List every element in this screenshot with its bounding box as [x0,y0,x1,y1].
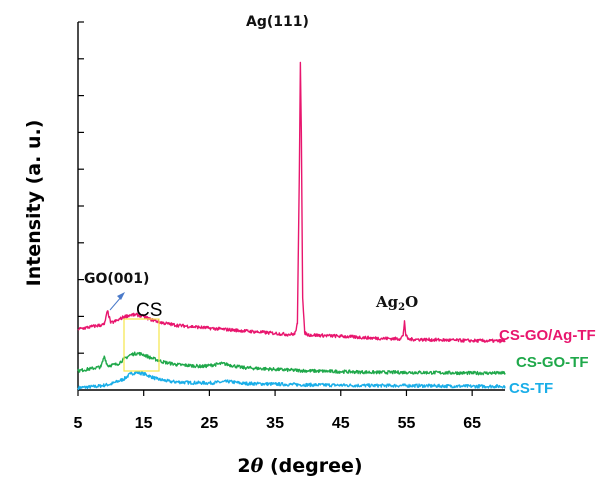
series-line-0 [77,370,506,391]
x-tick-label: 55 [398,415,416,432]
x-tick-label: 45 [332,415,350,432]
series-line-2 [77,61,506,344]
x-tick-label: 65 [463,415,481,432]
go001-arrowhead [117,292,125,300]
cs-highlight-box [123,318,160,372]
ag2o-annotation: Ag2O [375,293,418,313]
curves [77,61,506,391]
ag111-annotation: Ag(111) [246,14,309,30]
ag2o-tail: O [405,293,418,311]
go001-annotation: GO(001) [84,271,149,287]
labels: Intensity (a. u.) 2θ (degree) Ag(111) Ag… [23,14,596,477]
x-axis-title-prefix: 2 [237,455,250,477]
x-tick-label: 5 [74,415,83,432]
cs-annotation: CS [136,300,162,321]
axes: 5 15 25 35 45 55 65 [74,21,505,432]
legend-cs-go-ag-tf: CS-GO/Ag-TF [499,327,596,344]
x-axis-title: 2θ (degree) [237,455,362,477]
legend-cs-go-tf: CS-GO-TF [516,354,589,371]
legend-cs-tf: CS-TF [509,380,553,397]
ag2o-main: Ag [375,293,399,311]
x-tick-label: 25 [200,415,218,432]
y-axis-title: Intensity (a. u.) [23,120,45,287]
ag2o-sub: 2 [398,302,405,313]
x-axis-title-theta: θ [251,455,264,477]
x-tick-label: 35 [266,415,284,432]
series-line-1 [77,351,506,376]
x-tick-label: 15 [135,415,153,432]
x-axis-title-suffix: (degree) [263,455,362,477]
